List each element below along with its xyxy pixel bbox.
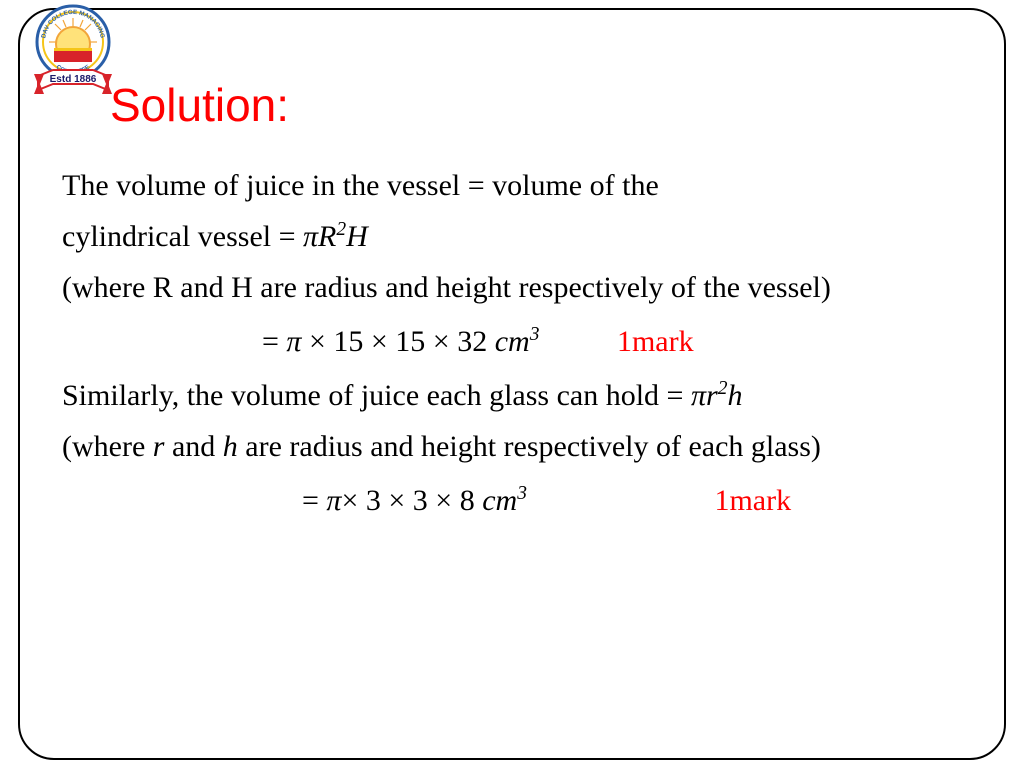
mark-1: 1mark: [617, 325, 694, 358]
solution-title: Solution:: [110, 78, 984, 132]
line-1b-pre: cylindrical vessel =: [62, 220, 303, 253]
formula-glass: πr2h: [691, 379, 742, 412]
mark-2: 1mark: [714, 484, 791, 517]
line-3: Similarly, the volume of juice each glas…: [62, 370, 984, 421]
calc-vessel: = π × 15 × 15 × 32 cm3 1mark: [62, 313, 984, 370]
logo-banner-text: Estd 1886: [50, 74, 97, 85]
line-1b: cylindrical vessel = πR2H: [62, 211, 984, 262]
dav-logo: DAV COLLEGE MANAGING COMMITTEE Estd 1886: [18, 4, 128, 99]
slide-content: Solution: The volume of juice in the ves…: [62, 78, 984, 529]
calc-glass: = π× 3 × 3 × 8 cm3 1mark: [62, 472, 984, 529]
line-1a: The volume of juice in the vessel = volu…: [62, 160, 984, 211]
line-4: (where r and h are radius and height res…: [62, 421, 984, 472]
line-2: (where R and H are radius and height res…: [62, 262, 984, 313]
formula-vessel: πR2H: [303, 220, 368, 253]
